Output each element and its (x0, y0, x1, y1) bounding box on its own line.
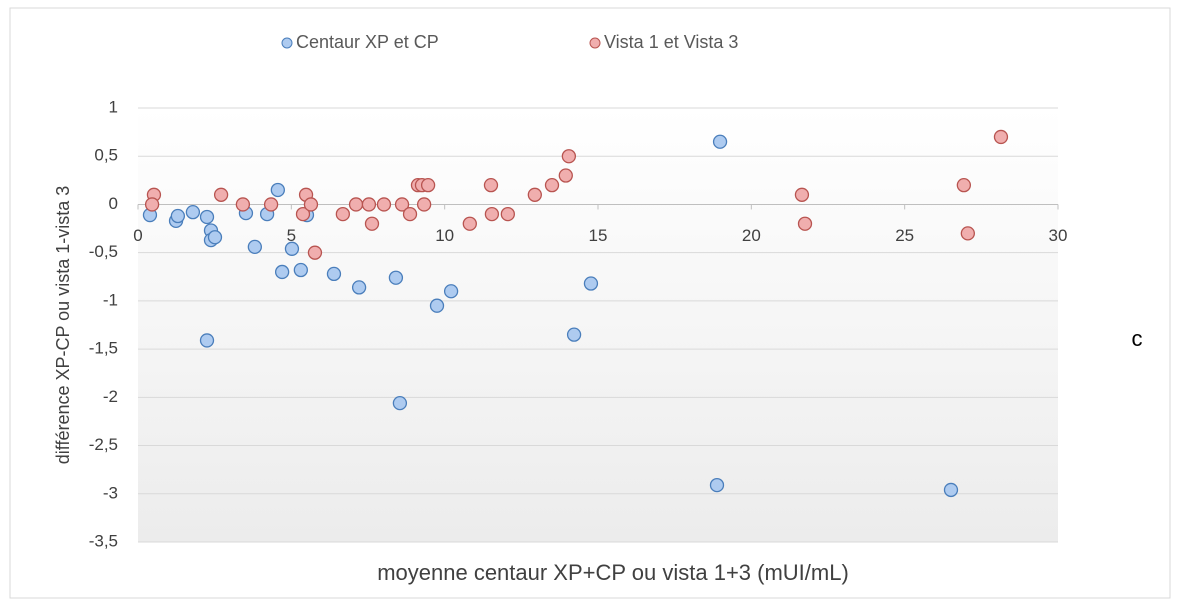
point (429, 298, 445, 313)
point (566, 327, 582, 342)
point (326, 266, 342, 282)
point (943, 482, 959, 498)
point (348, 197, 364, 212)
point (583, 276, 599, 291)
point (199, 209, 215, 225)
point (213, 187, 229, 202)
point (303, 197, 319, 212)
point (712, 134, 728, 149)
y-tick-label: -2 (103, 387, 118, 406)
point (500, 206, 515, 222)
legend-label: Vista 1 et Vista 3 (604, 32, 738, 52)
y-tick-label: -1,5 (89, 339, 118, 358)
point (284, 241, 300, 256)
y-tick-label: -2,5 (89, 435, 118, 454)
point (274, 264, 290, 280)
point (199, 333, 215, 348)
point (307, 245, 323, 260)
point (443, 284, 459, 299)
x-tick-label: 10 (435, 226, 454, 245)
y-axis-title: différence XP-CP ou vista 1-vista 3 (53, 186, 73, 464)
y-tick-label: 1 (109, 97, 118, 116)
point (420, 178, 436, 193)
point (462, 216, 477, 231)
x-tick-label: 0 (133, 226, 142, 245)
legend-marker (281, 37, 293, 49)
point (960, 226, 975, 241)
y-tick-label: 0 (109, 194, 118, 213)
annotation: c (1132, 326, 1143, 351)
y-tick-label: -1 (103, 290, 118, 309)
point (527, 187, 542, 202)
y-tick-label: 0,5 (94, 146, 118, 165)
x-tick-label: 25 (895, 226, 914, 245)
point (235, 197, 251, 212)
point (170, 208, 186, 224)
point (993, 129, 1009, 145)
point (558, 168, 573, 183)
point (270, 182, 285, 198)
point (144, 197, 160, 212)
point (388, 270, 404, 285)
y-tick-label: -3,5 (89, 531, 118, 550)
point (402, 206, 418, 222)
point (416, 197, 432, 212)
point (335, 206, 351, 222)
point (263, 197, 279, 212)
plot-area (138, 108, 1058, 542)
point (247, 239, 262, 255)
y-tick-label: -3 (103, 483, 118, 502)
point (364, 216, 380, 231)
point (361, 197, 377, 212)
point (207, 230, 223, 245)
point (794, 187, 810, 202)
x-tick-label: 5 (287, 226, 296, 245)
point (797, 216, 813, 231)
legend-marker (589, 37, 601, 49)
point (544, 178, 560, 193)
point (483, 178, 499, 193)
point (185, 205, 201, 220)
point (376, 197, 392, 212)
point (561, 149, 577, 164)
x-tick-label: 30 (1049, 226, 1068, 245)
y-tick-label: -0,5 (89, 242, 118, 261)
point (295, 206, 311, 222)
point (351, 280, 367, 295)
point (293, 262, 308, 278)
point (709, 477, 725, 493)
point (394, 197, 410, 212)
x-tick-label: 20 (742, 226, 761, 245)
x-axis-title: moyenne centaur XP+CP ou vista 1+3 (mUI/… (377, 560, 849, 585)
legend-label: Centaur XP et CP (296, 32, 439, 52)
point (956, 178, 972, 193)
x-tick-label: 15 (589, 226, 608, 245)
point (484, 206, 500, 222)
point (392, 395, 408, 411)
